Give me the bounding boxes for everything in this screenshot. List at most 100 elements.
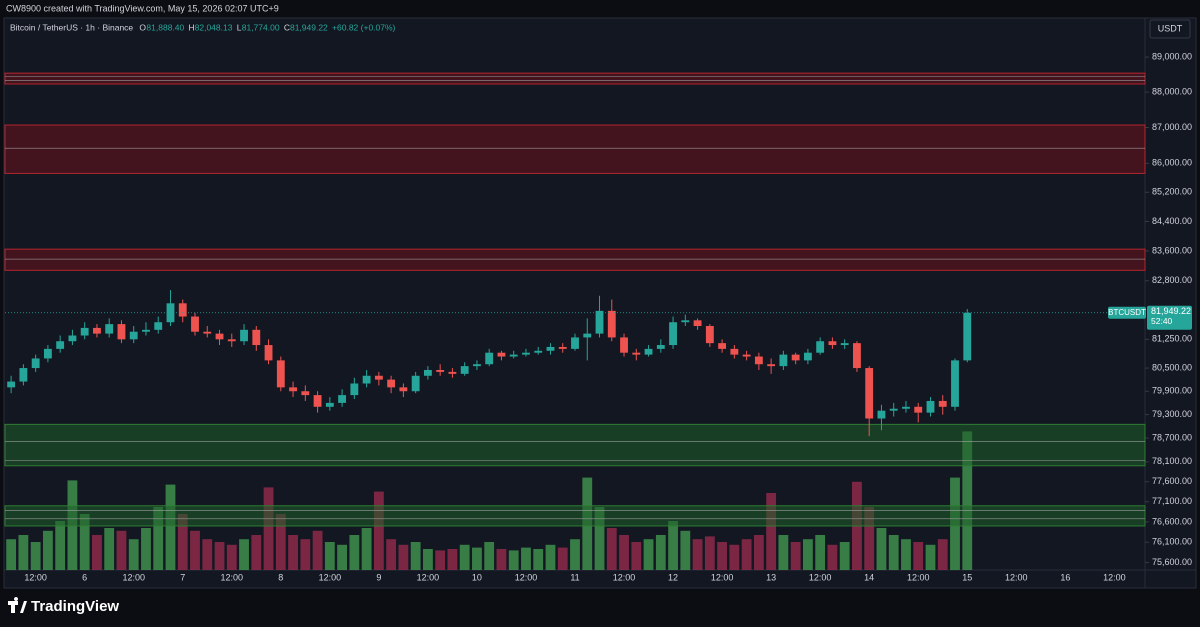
legend-key: L xyxy=(237,22,242,32)
volume-bar xyxy=(324,542,335,570)
volume-bar xyxy=(116,530,127,570)
volume-bar xyxy=(729,544,740,570)
volume-bar xyxy=(557,547,568,570)
x-tick-label: 6 xyxy=(82,572,87,582)
volume-bar xyxy=(606,528,617,570)
x-tick-label: 12:00 xyxy=(417,572,440,582)
candle-body xyxy=(509,354,518,357)
legend-value: 82,048.13 xyxy=(195,22,233,32)
candle-body xyxy=(129,331,138,340)
volume-bar xyxy=(570,539,580,570)
candle-body xyxy=(718,343,727,349)
candle-body xyxy=(779,354,788,367)
x-tick-label: 12:00 xyxy=(1103,572,1126,582)
candle-body xyxy=(31,358,40,369)
volume-bar xyxy=(165,484,176,570)
candle-body xyxy=(497,352,506,357)
y-tick-label: 88,000.00 xyxy=(1152,86,1192,96)
volume-bar xyxy=(423,549,433,570)
y-tick-label: 78,700.00 xyxy=(1152,432,1192,442)
candle-body xyxy=(828,341,837,346)
x-tick-label: 12:00 xyxy=(907,572,930,582)
candle-body xyxy=(620,337,628,353)
candle-body xyxy=(546,346,555,351)
volume-bar xyxy=(43,530,53,570)
candle-body xyxy=(338,395,347,403)
candle-body xyxy=(877,410,886,419)
candle-body xyxy=(742,354,751,357)
y-tick-label: 83,600.00 xyxy=(1152,245,1192,255)
y-tick-label: 81,250.00 xyxy=(1152,334,1192,344)
volume-bar xyxy=(373,491,384,570)
volume-bar xyxy=(803,539,813,570)
legend-value: 81,888.40 xyxy=(146,22,184,32)
volume-bar xyxy=(839,542,850,570)
y-tick-label: 75,600.00 xyxy=(1152,557,1192,567)
candle-body xyxy=(387,379,396,388)
volume-bar xyxy=(876,528,887,570)
y-tick-label: 87,000.00 xyxy=(1152,122,1192,132)
y-tick-label: 77,100.00 xyxy=(1152,496,1192,506)
candle-body xyxy=(656,345,665,349)
x-tick-label: 12:00 xyxy=(613,572,636,582)
currency-box[interactable] xyxy=(1149,19,1191,39)
logo: TradingView xyxy=(8,597,119,615)
candle-body xyxy=(227,339,236,342)
candle-body xyxy=(252,329,261,346)
candle-body xyxy=(644,348,653,355)
candle-body xyxy=(411,375,420,392)
volume-bar xyxy=(251,535,262,570)
volume-bar xyxy=(312,530,323,570)
volume-bar xyxy=(361,528,372,570)
candle-body xyxy=(264,345,273,361)
legend-change: +60.82 (+0.07%) xyxy=(332,22,395,32)
y-tick-label: 89,000.00 xyxy=(1152,51,1192,61)
candle-body xyxy=(240,329,248,342)
candle-body xyxy=(865,368,874,419)
candle-body xyxy=(43,348,52,359)
candle-body xyxy=(19,368,28,382)
candle-body xyxy=(853,343,861,369)
volume-bar xyxy=(766,493,777,570)
volume-bar xyxy=(92,535,102,570)
candle-body xyxy=(534,350,543,353)
x-tick-label: 12:00 xyxy=(221,572,244,582)
symbol-tag-text: BTCUSDT xyxy=(1108,308,1146,317)
candle-body xyxy=(178,303,187,317)
volume-bar xyxy=(864,507,875,570)
candle-body xyxy=(80,327,89,336)
candle-body xyxy=(448,371,457,374)
volume-bar xyxy=(533,549,544,570)
volume-bar xyxy=(901,539,911,570)
legend-key: C xyxy=(284,22,290,32)
volume-bar xyxy=(459,544,470,570)
candle-body xyxy=(117,324,126,340)
volume-bar xyxy=(337,544,347,570)
candle-body xyxy=(558,346,567,349)
x-tick-label: 12 xyxy=(668,572,678,582)
candle-body xyxy=(105,324,114,334)
candle-body xyxy=(963,312,972,361)
volume-bar xyxy=(435,550,446,570)
volume-bar xyxy=(778,535,789,570)
candle-body xyxy=(938,400,947,407)
candle-body xyxy=(595,310,604,334)
currency[interactable]: USDT xyxy=(1158,23,1183,33)
candle-body xyxy=(362,375,371,384)
volume-bar xyxy=(30,542,41,570)
zone xyxy=(4,248,1146,271)
volume-bar xyxy=(410,542,421,570)
candle-body xyxy=(803,352,812,361)
volume-bar xyxy=(6,539,17,570)
x-tick-label: 16 xyxy=(1060,572,1070,582)
volume-bar xyxy=(937,539,948,570)
volume-bar xyxy=(655,535,666,570)
zone xyxy=(4,72,1146,85)
candle-body xyxy=(485,352,494,365)
candle-body xyxy=(301,391,310,396)
y-tick-label: 76,100.00 xyxy=(1152,537,1192,547)
volume-bar xyxy=(153,507,164,570)
legend-value: 81,949.22 xyxy=(290,22,328,32)
volume-bar xyxy=(913,542,924,570)
